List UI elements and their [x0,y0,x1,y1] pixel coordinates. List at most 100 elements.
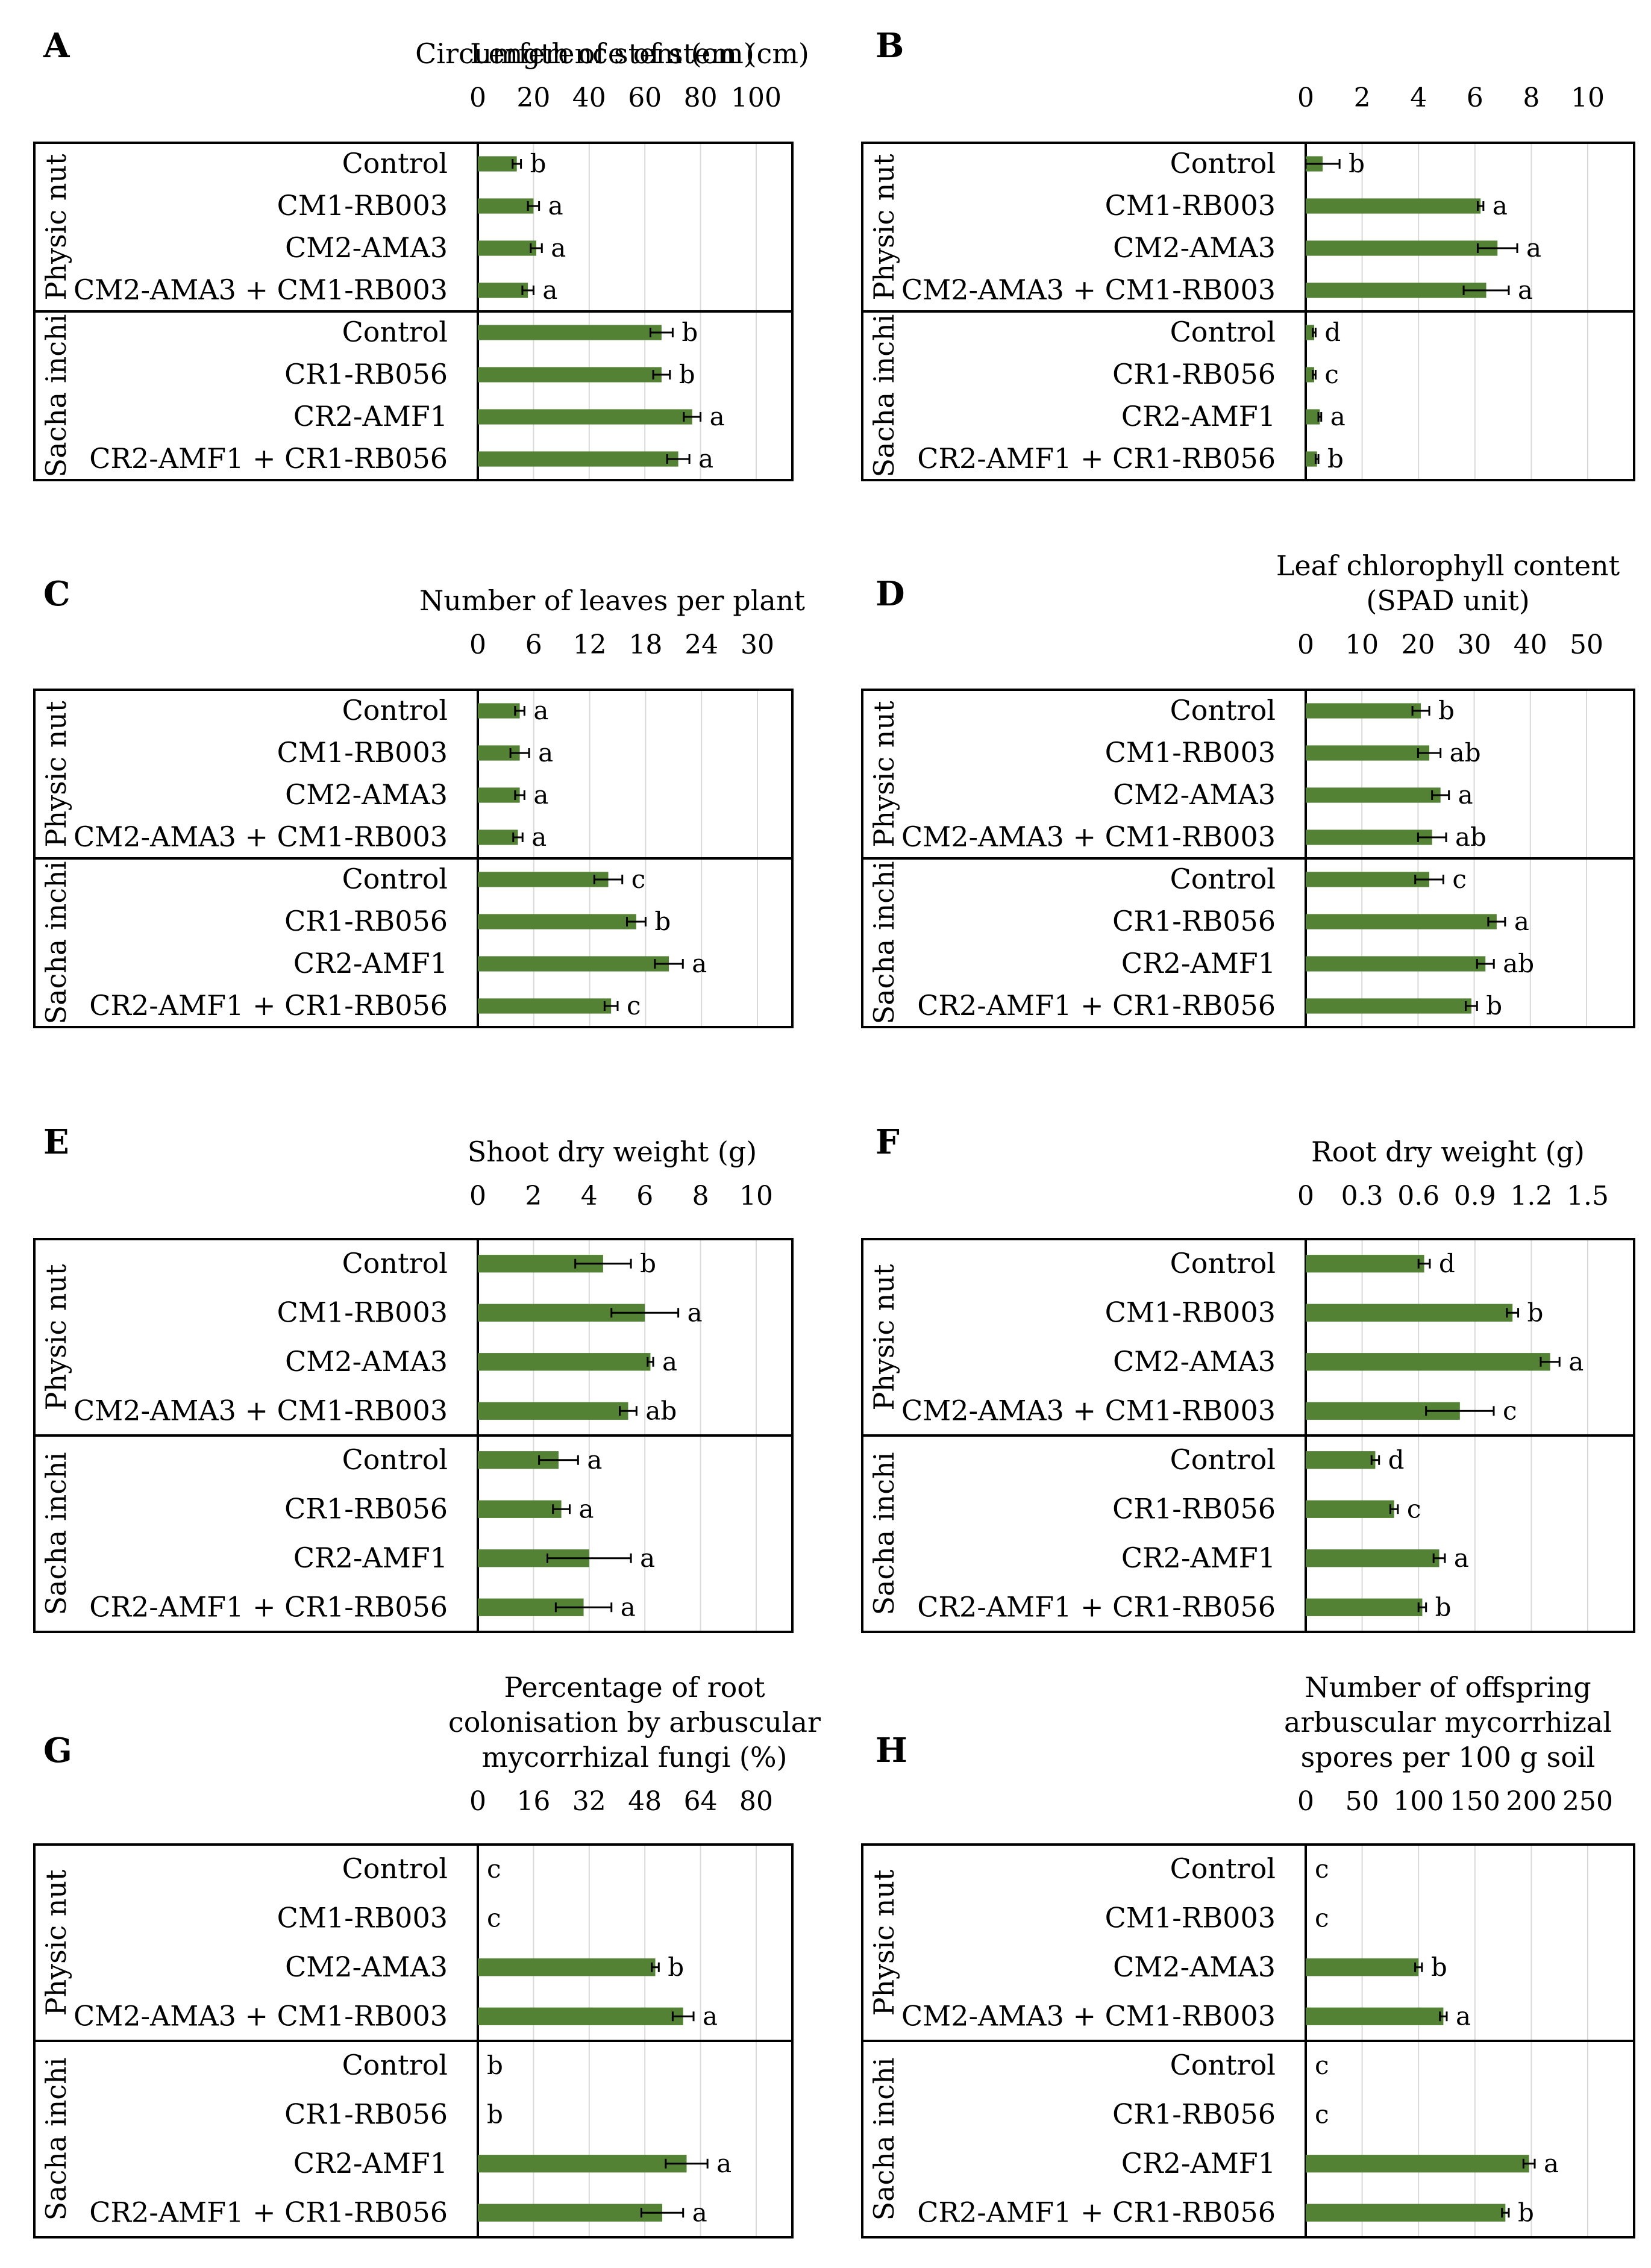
panel-e-significance-5: a [578,1494,594,1523]
panel-b-tick-label-2: 4 [1410,83,1427,113]
panel-e-category-label-1: CM1-RB003 [277,1296,448,1328]
panel-f-category-label-3: CM2-AMA3 + CM1-RB003 [901,1394,1276,1426]
panel-d-bar-2 [1306,787,1441,803]
panel-h-group-label-physic-nut: Physic nut [868,1869,900,2016]
panel-h-tick-label-4: 200 [1506,1786,1556,1817]
panel-f-bar-1 [1306,1304,1513,1322]
panel-e-significance-7: a [621,1592,636,1622]
panel-h-significance-6: a [1544,2149,1559,2178]
chart-panel-c: C Number of leaves per plant 0 6 12 18 24 30 Phy… [33,574,805,1028]
panel-a-category-label-1: CM1-RB003 [277,189,448,222]
chart-panel-f: F Root dry weight (g) 0 0.3 0.6 0.9 1.2 1.5 Phys… [861,1122,1635,1633]
panel-e-group-label-physic-nut: Physic nut [40,1264,72,1411]
panel-g-tick-label-2: 32 [572,1786,606,1817]
panel-g-title-line-2: colonisation by arbuscular [448,1706,821,1738]
panel-h-category-label-1: CM1-RB003 [1105,1901,1276,1934]
panel-f-significance-2: a [1568,1347,1584,1376]
panel-b-bar-2 [1306,240,1498,256]
panel-c-bar-2 [478,787,520,803]
panel-e-tick-label-4: 8 [692,1181,709,1211]
panel-a-bar-6 [478,409,692,425]
panel-a-significance-7: a [698,444,713,473]
panel-c-tick-label-5: 30 [741,629,774,660]
panel-h-bar-2 [1306,1958,1419,1976]
panel-c-bar-0 [478,703,520,719]
panel-h-significance-3: a [1456,2001,1471,2031]
panel-f-bar-4 [1306,1451,1376,1469]
panel-g-significance-0: c [487,1854,501,1884]
panel-g-significance-4: b [487,2051,503,2080]
panel-a-category-label-3: CM2-AMA3 + CM1-RB003 [74,273,448,306]
panel-d-tick-label-2: 20 [1401,629,1435,660]
panel-b-bar-6 [1306,409,1320,425]
panel-c-category-label-7: CR2-AMF1 + CR1-RB056 [89,989,448,1022]
panel-g-significance-3: a [703,2001,718,2031]
panel-d-significance-5: a [1514,907,1529,936]
panel-c-significance-0: a [533,696,548,725]
panel-e-category-label-2: CM2-AMA3 [285,1345,448,1378]
panel-h-category-label-4: Control [1170,2049,1276,2081]
panel-h-bar-3 [1306,2007,1444,2025]
panel-b-significance-2: a [1526,233,1541,263]
panel-e-tick-label-5: 10 [739,1181,773,1211]
panel-c-category-label-2: CM2-AMA3 [285,778,448,811]
panel-g-title-line-3: mycorrhizal fungi (%) [481,1741,787,1773]
panel-b-category-label-2: CM2-AMA3 [1113,231,1276,264]
chart-panel-e: E Shoot dry weight (g) 0 2 4 6 8 10 Physic nut Sa… [33,1122,794,1633]
chart-panel-a: A Length of stem (cm) 0 20 40 60 80 100 Physic n… [33,26,794,481]
panel-a-tick-label-3: 60 [628,83,662,113]
chart-panel-d: D Leaf chlorophyll content(SPAD unit) 0 10 2… [861,549,1635,1028]
panel-d-letter: D [876,574,905,614]
panel-d-significance-6: ab [1503,949,1534,978]
panel-a-significance-5: b [679,360,695,389]
panel-h-title-line-2: arbuscular mycorrhizal [1284,1706,1612,1738]
panel-b-tick-label-3: 6 [1467,83,1483,113]
panel-h-title-line-1: Number of offspring [1305,1671,1591,1704]
panel-g-category-label-6: CR2-AMF1 [293,2147,448,2179]
panel-g-bar-7 [478,2204,663,2222]
panel-h-category-label-6: CR2-AMF1 [1121,2147,1276,2179]
panel-e-bar-3 [478,1402,628,1420]
panel-f-category-label-7: CR2-AMF1 + CR1-RB056 [917,1590,1276,1623]
panel-c-category-label-0: Control [342,694,448,726]
panel-a-title-line-1: Length of stem (cm) [470,37,754,70]
panel-e-tick-label-2: 4 [581,1181,598,1211]
panel-f-significance-7: b [1435,1592,1452,1622]
panel-f-bar-7 [1306,1598,1423,1616]
panel-c-category-label-4: Control [342,863,448,895]
panel-d-group-label-sacha-inchi: Sacha inchi [868,861,900,1025]
panel-e-significance-6: a [640,1543,655,1573]
panel-h-category-label-7: CR2-AMF1 + CR1-RB056 [917,2196,1276,2228]
panel-d-category-label-3: CM2-AMA3 + CM1-RB003 [901,820,1276,853]
panel-c-category-label-3: CM2-AMA3 + CM1-RB003 [74,820,448,853]
panel-d-tick-label-1: 10 [1345,629,1379,660]
panel-f-letter: F [876,1122,900,1162]
panel-d-significance-7: b [1486,991,1502,1020]
panel-b-category-label-6: CR2-AMF1 [1121,400,1276,433]
panel-a-bar-2 [478,240,537,256]
panel-f-bar-2 [1306,1353,1550,1371]
panel-c-bar-3 [478,829,518,845]
panel-e-category-label-4: Control [342,1443,448,1476]
panel-e-category-label-6: CR2-AMF1 [293,1542,448,1574]
panel-d-bar-0 [1306,703,1421,719]
panel-h-significance-0: c [1315,1854,1329,1884]
panel-b-tick-label-1: 2 [1354,83,1371,113]
panel-e-tick-label-0: 0 [469,1181,486,1211]
panel-f-significance-3: c [1503,1396,1517,1425]
panel-h-tick-label-3: 150 [1450,1786,1500,1817]
panel-h-group-label-sacha-inchi: Sacha inchi [868,2058,900,2221]
panel-g-category-label-0: Control [342,1852,448,1885]
panel-e-significance-4: a [587,1445,602,1475]
panel-b-category-label-5: CR1-RB056 [1112,358,1276,390]
panel-c-bar-7 [478,998,612,1014]
panel-h-category-label-2: CM2-AMA3 [1113,1951,1276,1983]
panel-a-significance-1: a [548,191,563,220]
panel-c-significance-3: a [531,822,547,852]
panel-d-title-line-1: Leaf chlorophyll content [1276,549,1620,582]
panel-e-category-label-5: CR1-RB056 [284,1492,448,1525]
panel-g-category-label-7: CR2-AMF1 + CR1-RB056 [89,2196,448,2228]
panel-b-bar-7 [1306,451,1317,467]
panel-b-tick-label-4: 8 [1523,83,1540,113]
